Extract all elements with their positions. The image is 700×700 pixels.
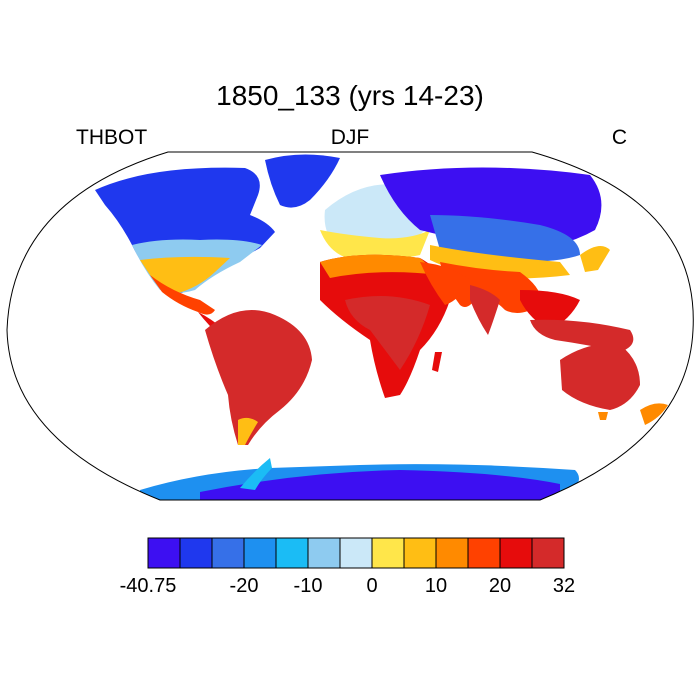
australia: [560, 344, 640, 410]
season-label: DJF: [330, 126, 370, 149]
antarctic-peninsula: [240, 458, 272, 490]
colorbar-swatch: [403, 537, 437, 569]
africa-tropics: [345, 296, 430, 370]
colorbar-tick-label: -40.75: [119, 575, 177, 597]
arabia: [420, 262, 470, 305]
colorbar-swatch: [531, 537, 565, 569]
usa-south: [140, 256, 230, 294]
map-boundary: [6, 151, 694, 501]
new-zealand: [640, 403, 668, 425]
colorbar-tick-label: 10: [424, 575, 448, 597]
land-temperature-field: [95, 154, 668, 500]
variable-label: THBOT: [76, 126, 148, 149]
europe-south: [320, 230, 430, 261]
colorbar-tick-label: 20: [488, 575, 512, 597]
colorbar-tick-label: 0: [366, 575, 378, 597]
africa-north: [320, 254, 440, 278]
greenland: [265, 154, 340, 208]
india: [470, 285, 500, 335]
southeast-asia: [520, 290, 580, 330]
south-america: [205, 310, 312, 445]
japan: [580, 246, 610, 272]
colorbar-swatch: [307, 537, 341, 569]
colorbar: [147, 537, 565, 569]
colorbar-swatch: [499, 537, 533, 569]
colorbar-swatch: [243, 537, 277, 569]
antarctica-interior: [200, 470, 560, 500]
patagonia: [238, 417, 258, 445]
units-label: C: [611, 126, 627, 149]
colorbar-tick-label: -10: [293, 575, 323, 597]
maritime-continent: [530, 319, 634, 352]
colorbar-swatch: [339, 537, 373, 569]
colorbar-swatch: [211, 537, 245, 569]
mexico: [150, 275, 215, 315]
colorbar-swatch: [467, 537, 501, 569]
madagascar: [432, 352, 442, 372]
south-asia: [440, 262, 541, 314]
tasmania: [598, 412, 608, 420]
colorbar-swatch: [147, 537, 181, 569]
asia-central: [430, 215, 580, 262]
plot-title: 1850_133 (yrs 14-23): [216, 80, 484, 111]
colorbar-swatch: [275, 537, 309, 569]
colorbar-swatch: [179, 537, 213, 569]
colorbar-swatch: [371, 537, 405, 569]
colorbar-swatch: [435, 537, 469, 569]
colorbar-tick-label: 32: [552, 575, 576, 597]
colorbar-tick-label: -20: [229, 575, 259, 597]
